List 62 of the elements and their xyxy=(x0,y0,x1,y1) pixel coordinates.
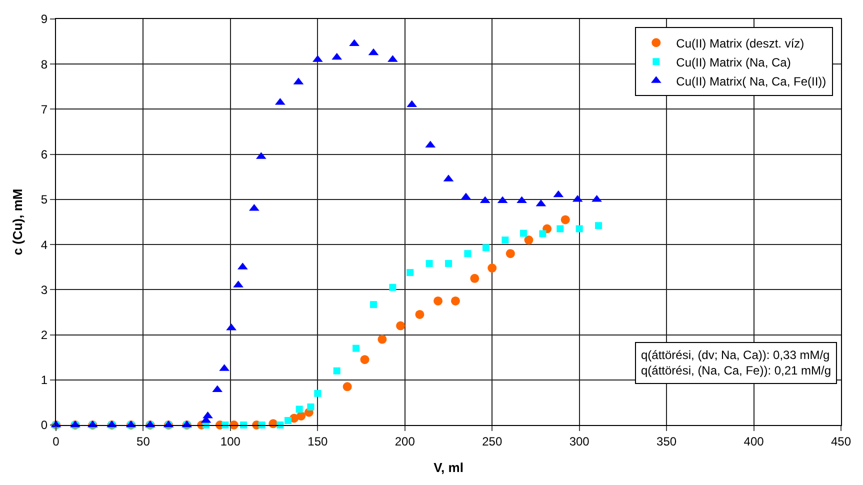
y-tick-label: 8 xyxy=(40,57,48,72)
point xyxy=(576,225,583,232)
point xyxy=(396,321,406,330)
x-tick-label: 350 xyxy=(656,434,677,448)
point xyxy=(556,225,564,232)
point xyxy=(352,344,360,352)
y-tick-label: 5 xyxy=(40,192,48,207)
point xyxy=(406,269,414,276)
y-tick-label: 0 xyxy=(40,418,48,432)
point xyxy=(470,274,480,283)
point xyxy=(370,301,377,308)
annotation: q(áttörési, (dv; Na, Ca)): 0,33 mM/g q(áttörési, (Na, Ca, Fe)): 0,21 mM/g xyxy=(641,348,832,378)
point xyxy=(415,310,424,319)
point xyxy=(506,249,515,258)
point xyxy=(389,284,396,291)
point xyxy=(450,296,460,306)
point xyxy=(349,39,360,46)
y-tick-label: 3 xyxy=(40,282,48,297)
point xyxy=(445,260,452,267)
point xyxy=(202,411,213,418)
point xyxy=(524,236,534,245)
legend-label: Cu(II) Matrix( Na, Ca, Fe(II)) xyxy=(676,74,826,88)
y-tick-label: 6 xyxy=(40,148,48,162)
x-tick-label: 200 xyxy=(394,434,416,448)
point xyxy=(516,196,527,204)
point xyxy=(464,250,472,258)
x-tick-label: 400 xyxy=(744,434,764,448)
y-tick-label: 2 xyxy=(40,328,48,342)
y-tick-label: 9 xyxy=(40,12,48,26)
y-tick-label: 7 xyxy=(40,102,48,116)
x-tick-label: 300 xyxy=(569,434,590,448)
point xyxy=(296,411,306,420)
x-tick-label: 50 xyxy=(136,434,150,448)
x-tick-label: 250 xyxy=(482,434,502,448)
point xyxy=(333,367,340,374)
point xyxy=(426,260,433,267)
point xyxy=(342,382,352,392)
point xyxy=(502,236,509,244)
point xyxy=(560,215,570,224)
y-tick-label: 1 xyxy=(40,373,48,388)
point xyxy=(520,230,528,237)
point xyxy=(307,403,314,410)
point xyxy=(434,296,443,306)
x-tick-label: 100 xyxy=(220,434,241,448)
point xyxy=(488,264,497,273)
point xyxy=(314,390,322,397)
point xyxy=(595,222,602,230)
legend-label: Cu(II) Matrix (deszt. víz) xyxy=(676,36,804,50)
x-axis-title: V, ml xyxy=(434,460,464,475)
point xyxy=(284,416,292,424)
point xyxy=(482,244,490,252)
point xyxy=(360,355,370,364)
y-axis-title: c (Cu), mM xyxy=(10,188,25,256)
point xyxy=(592,194,602,202)
y-tick-label: 4 xyxy=(40,238,48,252)
point xyxy=(539,230,546,238)
point xyxy=(378,334,387,344)
x-tick-label: 450 xyxy=(830,434,852,448)
legend-label: Cu(II) Matrix (Na, Ca) xyxy=(676,55,791,70)
x-tick-label: 0 xyxy=(52,434,60,448)
x-tick-label: 150 xyxy=(308,434,328,448)
point xyxy=(296,406,303,413)
